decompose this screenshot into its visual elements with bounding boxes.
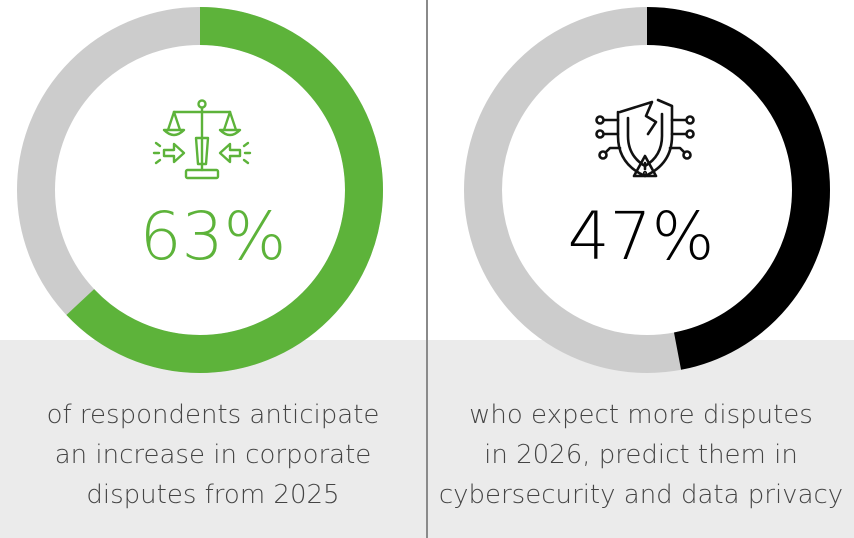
percentage-value-right: 47%	[567, 198, 715, 275]
caption-line: of respondents anticipate	[46, 400, 380, 430]
stat-panel-right: 47% who expect more disputes in 2026, pr…	[428, 0, 854, 538]
caption-left: of respondents anticipate an increase in…	[0, 395, 426, 515]
scales-of-justice-icon	[152, 99, 252, 180]
caption-line: in 2026, predict them in	[484, 440, 798, 470]
caption-right: who expect more disputes in 2026, predic…	[428, 395, 854, 515]
donut-value-segment	[464, 7, 830, 373]
caption-line: cybersecurity and data privacy	[438, 480, 844, 510]
donut-chart-right	[464, 7, 830, 373]
stat-panel-left: 63% of respondents anticipate an increas…	[0, 0, 426, 538]
broken-shield-warning-icon	[595, 98, 695, 178]
percentage-value-left: 63%	[139, 198, 287, 275]
caption-line: disputes from 2025	[86, 480, 340, 510]
donut-chart-left	[17, 7, 383, 373]
caption-line: who expect more disputes	[469, 400, 813, 430]
panel-divider	[426, 0, 428, 538]
caption-line: an increase in corporate	[54, 440, 372, 470]
donut-value-segment	[17, 7, 383, 373]
